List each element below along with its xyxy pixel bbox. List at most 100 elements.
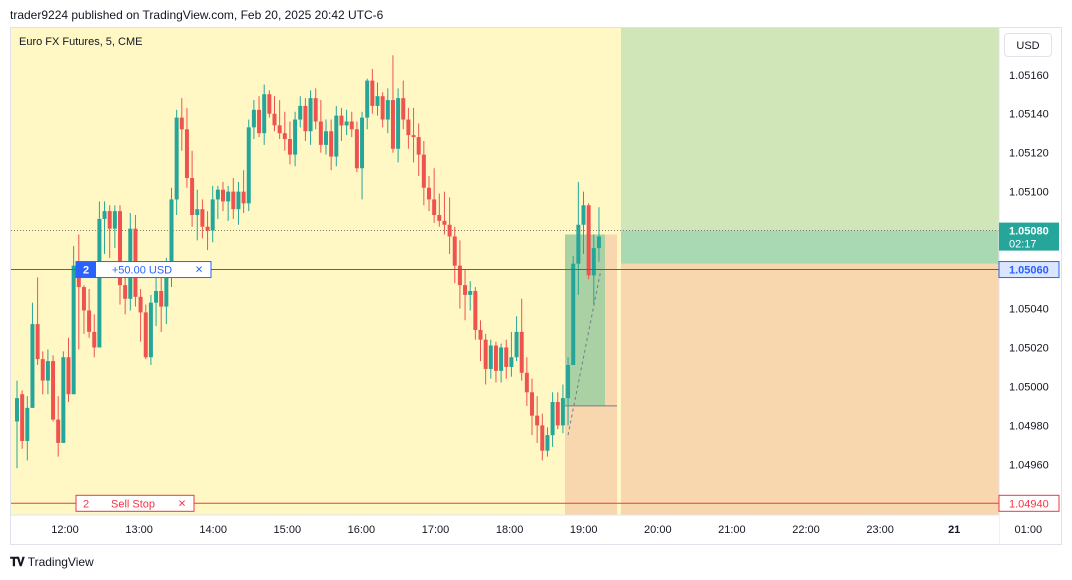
candle — [514, 316, 519, 362]
candle — [586, 203, 591, 280]
candle-body — [473, 290, 478, 330]
candle-body — [427, 187, 431, 200]
cancel-stop-icon[interactable]: × — [178, 495, 186, 510]
candle-body — [349, 121, 354, 130]
candle-body — [30, 324, 35, 408]
candle-body — [154, 290, 159, 303]
candle — [370, 68, 375, 114]
candle — [488, 339, 493, 379]
candle-body — [190, 177, 195, 216]
candle — [35, 277, 40, 366]
candle — [138, 289, 143, 342]
candle-body — [148, 302, 153, 358]
candle-body — [432, 199, 437, 216]
candle — [231, 177, 236, 219]
candle-body — [530, 392, 534, 416]
candle — [535, 396, 540, 443]
candle-body — [51, 361, 56, 420]
candle-body — [159, 290, 164, 307]
currency-button[interactable]: USD — [1004, 33, 1052, 57]
candle-body — [504, 347, 509, 367]
candle-body — [571, 263, 576, 366]
candle-body — [71, 265, 76, 395]
candle-body — [236, 191, 241, 210]
candle — [566, 357, 571, 426]
price-tick-label: 1.05040 — [1009, 304, 1049, 316]
candle — [354, 121, 359, 173]
price-tick-label: 1.05140 — [1009, 109, 1049, 121]
candle — [277, 100, 282, 140]
candle — [184, 107, 189, 188]
candle-body — [401, 98, 406, 120]
candle-body — [596, 236, 601, 249]
candle — [581, 191, 586, 254]
candle — [282, 111, 287, 151]
candle — [246, 119, 251, 212]
candle — [25, 396, 30, 461]
candle — [380, 92, 385, 128]
candle — [205, 211, 210, 251]
candle — [45, 349, 50, 395]
candle-body — [308, 98, 313, 132]
candle — [267, 90, 272, 118]
candle-body — [545, 435, 550, 451]
candle — [452, 226, 457, 284]
candle-body — [360, 117, 365, 169]
price-tick-label: 1.05100 — [1009, 187, 1049, 199]
candle — [432, 168, 437, 223]
candle — [540, 413, 545, 461]
candle — [339, 107, 344, 141]
candle-body — [40, 359, 45, 381]
candle-body — [437, 215, 442, 221]
candle — [576, 181, 581, 295]
candle — [483, 333, 488, 385]
candle — [272, 96, 277, 132]
candle — [478, 320, 483, 362]
candle-body — [354, 129, 359, 169]
candle-body — [375, 96, 380, 106]
profit-zone — [621, 28, 999, 264]
candle-body — [586, 205, 591, 276]
price-chart[interactable]: 2 +50.00 USD × 2 Sell Stop × 1.05160 1.05140 1.0… — [11, 28, 1061, 544]
candle — [571, 255, 576, 366]
candle-body — [380, 96, 385, 120]
price-axis-background — [999, 28, 1061, 544]
candle-body — [293, 119, 298, 155]
candle — [30, 302, 35, 408]
candle-body — [524, 372, 529, 393]
candle-body — [452, 236, 457, 266]
candle-body — [555, 402, 560, 426]
candle — [102, 201, 107, 254]
candle — [468, 281, 473, 311]
candle — [560, 384, 565, 434]
candle-body — [519, 331, 524, 373]
stop-price-tag — [998, 494, 1060, 512]
candle — [293, 111, 298, 167]
candle — [530, 378, 534, 436]
time-tick-label: 21 — [948, 524, 960, 536]
candle-body — [324, 131, 328, 145]
time-axis-background — [11, 515, 999, 544]
candle-body — [329, 131, 334, 157]
close-position-icon[interactable]: × — [195, 262, 203, 277]
last-price-tag — [999, 222, 1059, 251]
candle-body — [169, 199, 174, 272]
candle — [87, 289, 92, 338]
candle-body — [15, 398, 19, 422]
candle-body — [251, 109, 256, 128]
candle — [504, 339, 509, 379]
candle — [493, 341, 498, 383]
candle-body — [396, 98, 401, 149]
candle-body — [231, 191, 236, 210]
profit-band — [621, 230, 999, 264]
candle-body — [535, 415, 540, 426]
chart-pane[interactable]: 2 +50.00 USD × 2 Sell Stop × 1.05160 1.05140 1.0… — [10, 27, 1062, 545]
candle-body — [581, 205, 586, 225]
candle — [179, 98, 184, 151]
brand-name: TradingView — [27, 555, 94, 569]
candle-body — [107, 211, 112, 229]
candle — [375, 82, 380, 116]
candle — [406, 107, 411, 149]
candle-body — [210, 199, 215, 231]
time-tick-label: 19:00 — [570, 524, 598, 536]
